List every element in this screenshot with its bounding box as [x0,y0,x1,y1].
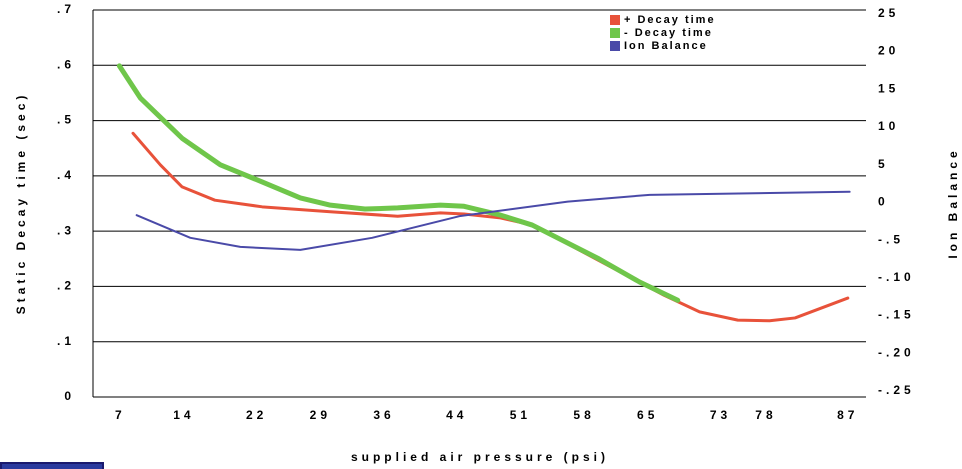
legend-swatch [610,28,620,38]
x-tick-label: 36 [373,408,394,422]
y2-tick-label: -.25 [878,383,915,397]
legend-label: - Decay time [624,27,713,39]
y-tick-label: .2 [57,279,75,293]
x-tick-label: 73 [710,408,731,422]
x-tick-label: 29 [310,408,331,422]
y2-tick-label: 5 [878,157,889,171]
y-tick-label: .3 [57,223,75,237]
y2-tick-label: 20 [878,44,899,58]
series-line [116,63,681,303]
y-tick-label: .6 [57,57,75,71]
x-tick-label: 22 [246,408,267,422]
y2-tick-label: -.15 [878,308,915,322]
y-axis-label: Static Decay time (sec) [14,92,28,315]
legend-label: + Decay time [624,14,716,26]
x-axis-label: supplied air pressure (psi) [351,450,609,464]
y-tick-label: 0 [64,389,75,403]
series-line [131,131,850,323]
y-tick-label: .1 [57,334,75,348]
series-line [135,190,851,251]
y2-tick-label: -.20 [878,345,915,359]
x-tick-label: 65 [637,408,658,422]
y2-tick-label: 15 [878,81,899,95]
x-tick-label: 87 [837,408,858,422]
x-tick-label: 51 [510,408,531,422]
legend-swatch [610,15,620,25]
x-tick-label: 14 [173,408,194,422]
y2-tick-label: 0 [878,195,889,209]
y2-tick-label: 25 [878,6,899,20]
y2-tick-label: 10 [878,119,899,133]
x-tick-label: 58 [573,408,594,422]
x-tick-label: 44 [446,408,467,422]
y-tick-label: .4 [57,168,75,182]
x-tick-label: 7 [115,408,126,422]
corner-bar-inner [2,464,102,469]
legend-swatch [610,41,620,51]
legend-label: Ion Balance [624,40,708,52]
y2-axis-label: Ion Balance [946,147,960,258]
y2-tick-label: -.10 [878,270,915,284]
y-tick-label: .7 [57,2,75,16]
y2-tick-label: -.5 [878,232,904,246]
y-tick-label: .5 [57,113,75,127]
x-tick-label: 78 [755,408,776,422]
